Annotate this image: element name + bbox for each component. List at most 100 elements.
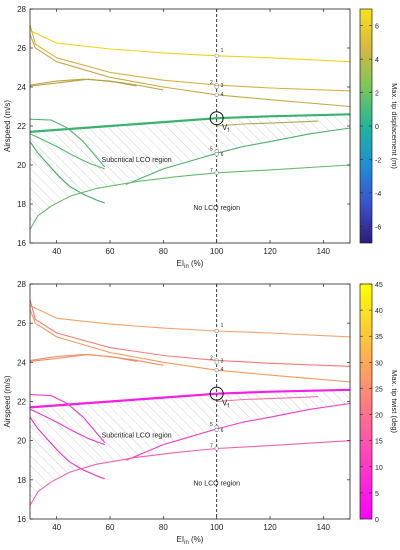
point-label-3: 3 xyxy=(221,83,224,89)
y-tick-label: 16 xyxy=(17,239,26,248)
subcritical-region-label: Subcritical LCO region xyxy=(102,157,172,164)
series-line-2 xyxy=(30,24,350,92)
colorbar-tick-label: 10 xyxy=(375,465,383,472)
point-label-3: 3 xyxy=(221,358,224,364)
x-tick-label: 80 xyxy=(159,523,168,532)
y-axis-label: Airspeed (m/s) xyxy=(3,375,12,427)
y-tick-label: 16 xyxy=(17,515,26,524)
colorbar-tick-label: 35 xyxy=(375,334,383,341)
colorbar-tick-label: 15 xyxy=(375,439,383,446)
colorbar-tick-label: 25 xyxy=(375,386,383,393)
flutter-circle xyxy=(209,111,224,126)
x-tick-label: 140 xyxy=(317,523,331,532)
no-lco-region-label: No LCO region xyxy=(193,481,240,488)
hatched-region xyxy=(30,114,350,230)
point-marker-7 xyxy=(214,446,219,451)
y-tick-label: 28 xyxy=(17,280,26,289)
y-tick-label: 20 xyxy=(17,437,26,446)
x-axis-label-main: EI xyxy=(177,535,185,544)
x-tick-label: 60 xyxy=(106,247,115,256)
series-line-8 xyxy=(30,118,106,168)
x-axis-label-main: EI xyxy=(177,259,185,268)
colorbar-tick-label: 40 xyxy=(375,308,383,315)
y-tick-label: 26 xyxy=(17,319,26,328)
colorbar xyxy=(359,283,373,520)
colorbar-label: Max. tip twist (deg) xyxy=(390,370,399,433)
no-lco-region-label: No LCO region xyxy=(193,205,240,212)
point-marker-4 xyxy=(214,92,219,97)
series-line-12 xyxy=(30,440,350,506)
point-label-1: 1 xyxy=(221,48,224,54)
series-line-4 xyxy=(30,78,164,91)
x-axis-label: EIin (%) xyxy=(177,535,204,546)
vf-label: Vf xyxy=(222,398,229,409)
series-line-10 xyxy=(30,416,105,480)
point-label-5: 5 xyxy=(210,422,213,428)
x-axis-label-sub: in xyxy=(184,540,189,546)
y-tick-label: 28 xyxy=(17,5,26,14)
vf-label-main: V xyxy=(222,398,228,407)
series-line-5 xyxy=(30,78,137,87)
colorbar-tick-label: 5 xyxy=(375,491,379,498)
x-tick-label: 120 xyxy=(263,523,277,532)
point-label-7: 7 xyxy=(210,444,213,450)
y-tick-label: 26 xyxy=(17,44,26,53)
y-tick-label: 22 xyxy=(17,398,26,407)
colorbar-tick-label: 45 xyxy=(375,282,383,289)
colorbar-tick-label: 2 xyxy=(375,91,379,98)
point-label-1: 1 xyxy=(221,323,224,329)
point-marker-1 xyxy=(214,328,219,334)
series-line-5 xyxy=(30,353,137,362)
series-line-2 xyxy=(30,299,350,367)
y-tick-label: 24 xyxy=(17,358,26,367)
y-tick-label: 24 xyxy=(17,83,26,92)
series-line-7 xyxy=(216,396,319,403)
vf-label-sub: f xyxy=(227,128,229,134)
point-label-2: 2 xyxy=(210,355,213,361)
point-label-6: 6 xyxy=(221,428,224,434)
colorbar-tick-label: -4 xyxy=(375,191,381,198)
vf-label: Vf xyxy=(222,123,229,134)
colorbar-tick-label: -6 xyxy=(375,224,381,231)
colorbar-tick-label: 6 xyxy=(375,24,379,31)
point-marker-7 xyxy=(214,170,219,175)
point-marker-1 xyxy=(214,53,219,58)
series-line-11 xyxy=(125,127,350,186)
series-line-11 xyxy=(125,402,350,461)
x-axis-label: EIin (%) xyxy=(177,259,204,270)
y-tick-label: 22 xyxy=(17,122,26,131)
series-line-3 xyxy=(30,34,350,108)
series-line-8 xyxy=(30,394,106,443)
series-line-1 xyxy=(30,30,350,63)
point-label-4: 4 xyxy=(221,92,224,98)
x-tick-label: 80 xyxy=(159,247,168,256)
x-tick-label: 140 xyxy=(317,247,331,256)
point-marker-6 xyxy=(214,427,219,432)
x-axis-label-unit: (%) xyxy=(189,535,204,544)
series-line-12 xyxy=(30,164,350,230)
hatched-region xyxy=(30,389,350,506)
y-tick-label: 20 xyxy=(17,161,26,170)
point-marker-3 xyxy=(214,360,219,365)
colorbar-tick-label: 30 xyxy=(375,360,383,367)
x-tick-label: 120 xyxy=(263,247,277,256)
x-tick-label: 100 xyxy=(210,247,224,256)
series-line-9 xyxy=(30,408,105,446)
point-marker-3 xyxy=(214,84,219,90)
point-label-4: 4 xyxy=(221,367,224,373)
vf-label-sub: f xyxy=(227,403,229,409)
series-line-6 xyxy=(30,388,350,409)
colorbar-tick-label: 4 xyxy=(375,57,379,64)
y-tick-label: 18 xyxy=(17,200,26,209)
series-line-4 xyxy=(30,353,164,366)
y-tick-label: 18 xyxy=(17,476,26,485)
point-label-2: 2 xyxy=(210,80,213,86)
series-line-1 xyxy=(30,305,350,338)
point-label-6: 6 xyxy=(221,152,224,158)
point-label-5: 5 xyxy=(210,146,213,152)
series-line-3 xyxy=(30,309,350,383)
x-axis-label-sub: in xyxy=(184,264,189,270)
x-axis-label-unit: (%) xyxy=(189,259,204,268)
